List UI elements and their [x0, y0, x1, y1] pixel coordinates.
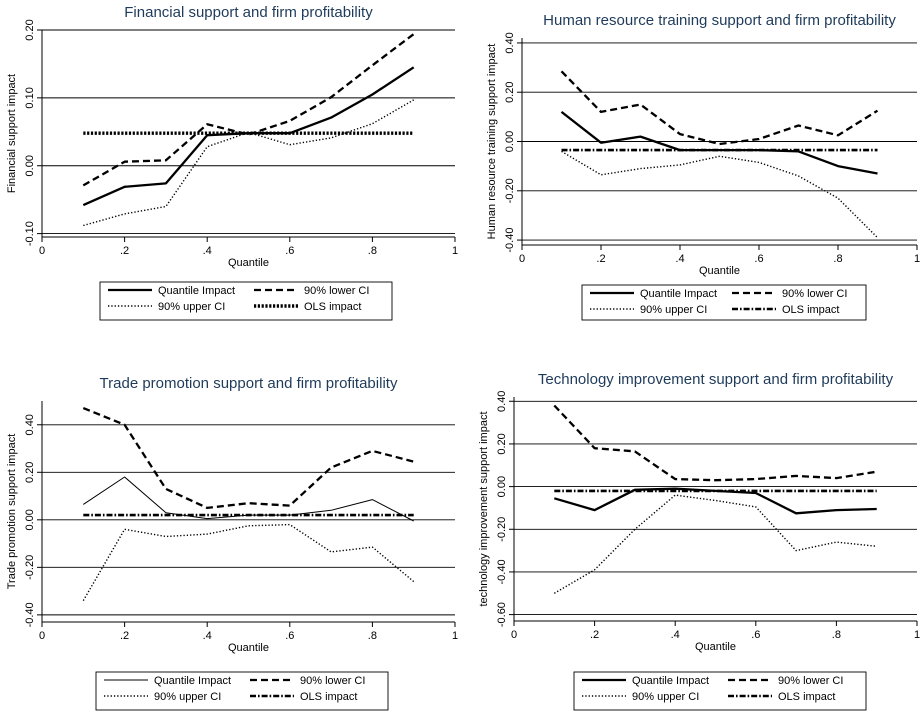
y-axis-label: Trade promotion support impact — [6, 434, 18, 590]
y-axis-label: Financial support impact — [6, 74, 18, 193]
y-tick-label: 0.00 — [496, 476, 508, 497]
chart-title: Human resource training support and firm… — [543, 12, 896, 29]
x-tick-label: .8 — [833, 253, 842, 265]
chart-panel-2: Human resource training support and firm… — [486, 12, 920, 321]
y-tick-label: -0.10 — [24, 221, 36, 246]
y-tick-label: -0.40 — [24, 602, 36, 627]
x-tick-label: 0 — [39, 245, 45, 257]
x-tick-label: .4 — [203, 630, 212, 642]
y-tick-label: 0.20 — [496, 433, 508, 454]
series-line-quantile-impact — [83, 476, 414, 522]
series-line-quantile-impact — [553, 487, 877, 515]
legend-entry: 90% lower CI — [304, 285, 369, 297]
series-line-quantile-impact — [560, 110, 878, 175]
legend-entry: OLS impact — [782, 304, 839, 316]
y-tick-label: -0.20 — [504, 178, 516, 203]
y-tick-label: 0.20 — [504, 82, 516, 103]
x-tick-label: .4 — [671, 629, 680, 641]
legend-entry: OLS impact — [300, 691, 357, 703]
legend: Quantile Impact 90% lower CI 90% upper CI O… — [99, 281, 393, 321]
x-tick-label: .8 — [368, 630, 377, 642]
x-tick-label: 0 — [511, 629, 517, 641]
y-tick-label: 0.10 — [24, 87, 36, 108]
series-line-90-upper-ci — [561, 150, 878, 239]
series-line-90-upper-ci — [83, 99, 415, 227]
x-tick-label: .6 — [751, 629, 760, 641]
legend: Quantile Impact 90% lower CI 90% upper CI O… — [573, 671, 867, 711]
y-tick-label: 0.00 — [24, 509, 36, 530]
x-tick-label: .2 — [120, 245, 129, 257]
series-line-90-lower-ci — [82, 33, 415, 187]
series-line-90-lower-ci — [560, 70, 879, 146]
x-tick-label: .2 — [590, 629, 599, 641]
y-tick-label: 0.00 — [24, 155, 36, 176]
series-line-90-upper-ci — [82, 523, 415, 601]
legend: Quantile Impact 90% lower CI 90% upper CI O… — [95, 671, 389, 711]
x-axis-label: Quantile — [228, 642, 269, 654]
series-line-90-lower-ci — [82, 407, 414, 510]
chart-title: Financial support and firm profitability — [124, 4, 373, 21]
x-tick-label: .6 — [285, 630, 294, 642]
legend-box — [99, 281, 393, 321]
legend-box — [573, 671, 867, 711]
x-axis-label: Quantile — [699, 265, 740, 277]
y-tick-label: -0.40 — [496, 559, 508, 584]
y-tick-label: -0.20 — [496, 517, 508, 542]
x-tick-label: .2 — [596, 253, 605, 265]
legend-entry: 90% lower CI — [778, 675, 843, 687]
legend-entry: OLS impact — [778, 691, 835, 703]
x-tick-label: .4 — [675, 253, 684, 265]
y-tick-label: 0.20 — [24, 462, 36, 483]
x-tick-label: .2 — [120, 630, 129, 642]
y-tick-label: -0.60 — [496, 602, 508, 627]
x-tick-label: 0 — [39, 630, 45, 642]
y-tick-label: -0.40 — [504, 228, 516, 253]
x-axis-label: Quantile — [695, 641, 736, 653]
legend-entry: 90% upper CI — [158, 301, 225, 313]
y-tick-label: 0.40 — [504, 32, 516, 53]
y-tick-label: -0.20 — [24, 555, 36, 580]
legend-entry: OLS impact — [304, 301, 361, 313]
chart-title: Technology improvement support and firm … — [538, 371, 894, 388]
y-tick-label: 0.40 — [24, 414, 36, 435]
x-tick-label: .8 — [368, 245, 377, 257]
x-tick-label: 1 — [914, 629, 920, 641]
x-tick-label: .6 — [285, 245, 294, 257]
legend-entry: Quantile Impact — [154, 675, 231, 687]
series-line-quantile-impact — [82, 66, 415, 207]
y-tick-label: 0.40 — [496, 391, 508, 412]
y-tick-label: 0.00 — [504, 131, 516, 152]
legend-entry: Quantile Impact — [158, 285, 235, 297]
chart-panel-1: Financial support and firm profitability… — [6, 4, 458, 321]
x-tick-label: 1 — [452, 630, 458, 642]
x-tick-label: 1 — [914, 253, 920, 265]
legend-box — [581, 284, 867, 321]
y-axis-label: technology improvement support impact — [478, 411, 490, 606]
legend-entry: 90% lower CI — [300, 675, 365, 687]
x-tick-label: 1 — [452, 245, 458, 257]
chart-panel-3: Trade promotion support and firm profita… — [6, 375, 458, 711]
y-axis-label: Human resource training support impact — [486, 44, 498, 240]
legend-entry: Quantile Impact — [632, 675, 709, 687]
legend-box — [95, 671, 389, 711]
y-tick-label: 0.20 — [24, 19, 36, 40]
chart-title: Trade promotion support and firm profita… — [100, 375, 398, 392]
x-tick-label: .6 — [754, 253, 763, 265]
series-line-90-lower-ci — [553, 404, 877, 482]
legend-entry: 90% upper CI — [640, 304, 707, 316]
legend-entry: 90% upper CI — [154, 691, 221, 703]
x-tick-label: .4 — [203, 245, 212, 257]
chart-panel-4: Technology improvement support and firm … — [478, 371, 920, 711]
x-tick-label: 0 — [519, 253, 525, 265]
x-axis-label: Quantile — [228, 257, 269, 269]
legend-entry: 90% upper CI — [632, 691, 699, 703]
legend-entry: Quantile Impact — [640, 288, 717, 300]
x-tick-label: .8 — [832, 629, 841, 641]
legend: Quantile Impact 90% lower CI 90% upper CI O… — [581, 284, 867, 321]
legend-entry: 90% lower CI — [782, 288, 847, 300]
